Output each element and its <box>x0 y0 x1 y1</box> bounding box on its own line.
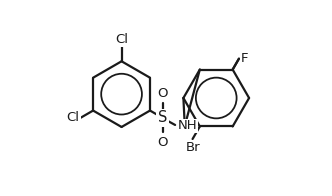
Text: F: F <box>240 52 248 65</box>
Text: O: O <box>157 87 168 100</box>
Text: F: F <box>240 52 248 65</box>
Text: Cl: Cl <box>67 111 80 124</box>
Text: Cl: Cl <box>115 33 128 46</box>
Text: Br: Br <box>185 141 200 153</box>
Text: NH: NH <box>178 119 198 132</box>
Text: O: O <box>157 136 168 149</box>
Text: S: S <box>158 110 167 125</box>
